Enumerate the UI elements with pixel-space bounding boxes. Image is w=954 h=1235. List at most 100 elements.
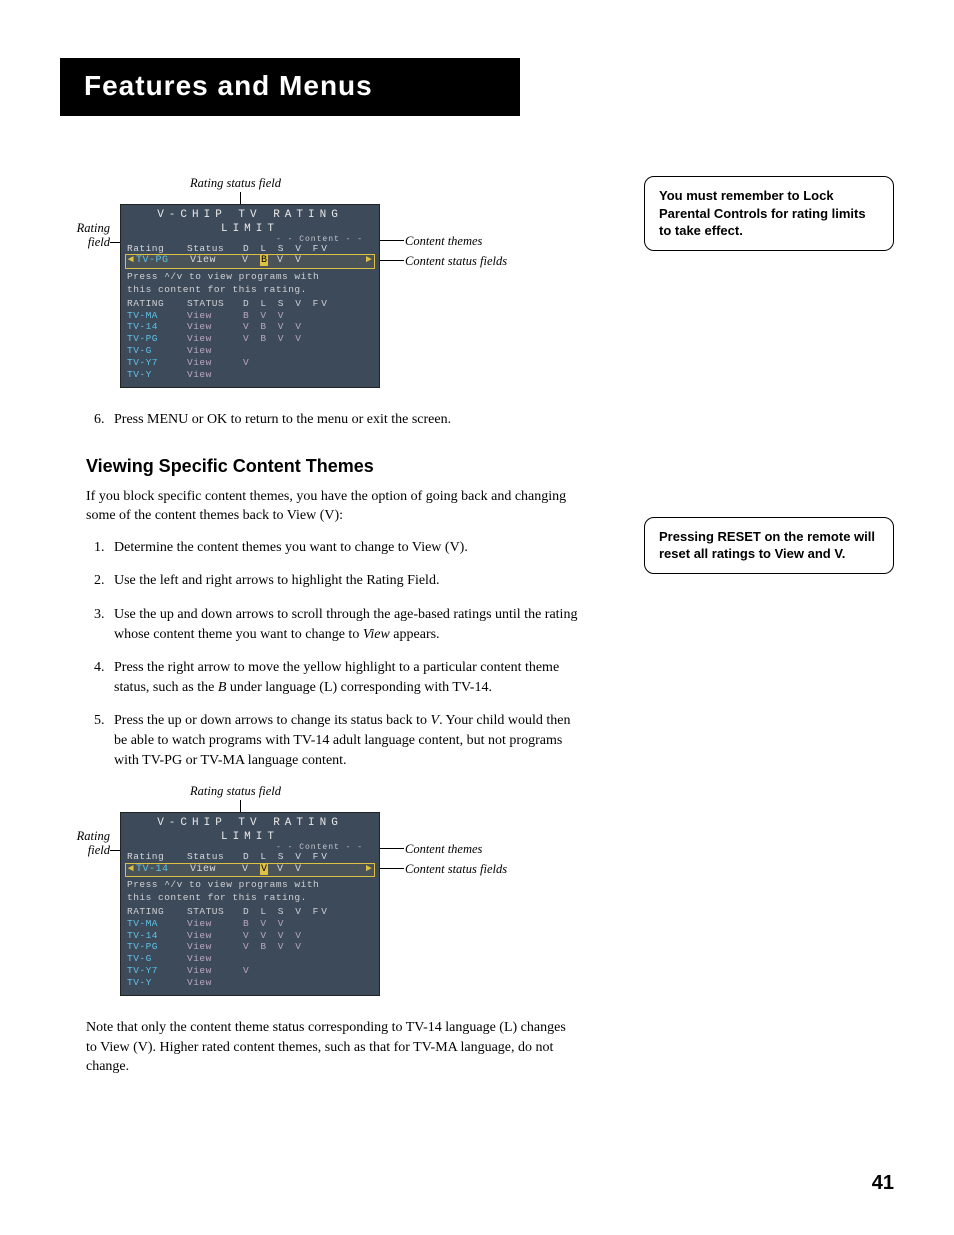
row-values <box>243 977 373 989</box>
vchip-hint-1: Press ^/v to view programs with <box>127 271 373 282</box>
row-status: View <box>187 941 243 953</box>
col-status: Status <box>187 243 243 255</box>
vchip-title: V-CHIP TV RATING LIMIT <box>127 817 373 845</box>
fig2-left-label-2: field <box>50 844 110 858</box>
row-status: View <box>187 953 243 965</box>
sel-status: View <box>190 255 242 268</box>
col-letters: D L S V FV <box>243 243 373 255</box>
fig1-tick-top <box>240 192 241 204</box>
row-values: V B V V <box>243 321 373 333</box>
callout-reset: Pressing RESET on the remote will reset … <box>644 517 894 574</box>
step-6: Press MENU or OK to return to the menu o… <box>108 410 580 430</box>
row-values <box>243 369 373 381</box>
fig2-connector-r1 <box>380 848 404 849</box>
step-6-list: Press MENU or OK to return to the menu o… <box>86 410 580 430</box>
step-5: Press the up or down arrows to change it… <box>108 711 580 770</box>
tbl-h-letters: D L S V FV <box>243 906 373 918</box>
table-row: TV-14ViewV B V V <box>127 321 373 333</box>
figure-1: Rating status field Rating field Content… <box>60 176 580 386</box>
fig2-left-label-1: Rating <box>50 830 110 844</box>
page-title: Features and Menus <box>84 70 373 101</box>
footnote-text: Note that only the content theme status … <box>86 1018 580 1077</box>
vchip-table-header: RATING STATUS D L S V FV <box>127 298 373 310</box>
tbl-h-status: STATUS <box>187 298 243 310</box>
row-status: View <box>187 357 243 369</box>
fig1-left-label-2: field <box>50 236 110 250</box>
row-status: View <box>187 333 243 345</box>
vchip-selected-row: ◄ TV-PG View V B V V ► <box>125 254 375 269</box>
table-row: TV-YView <box>127 977 373 989</box>
table-row: TV-MAView B V V <box>127 918 373 930</box>
row-values: V B V V <box>243 333 373 345</box>
row-status: View <box>187 977 243 989</box>
section-heading: Viewing Specific Content Themes <box>86 456 580 477</box>
sel-status: View <box>190 864 242 877</box>
row-status: View <box>187 321 243 333</box>
row-rating: TV-Y <box>127 369 187 381</box>
fig1-right-label-1: Content themes <box>405 234 482 249</box>
row-values: B V V <box>243 310 373 322</box>
row-rating: TV-PG <box>127 941 187 953</box>
fig1-connector-r1 <box>380 240 404 241</box>
vchip-screen-1: V-CHIP TV RATING LIMIT - - Content - - R… <box>120 204 380 388</box>
table-row: TV-GView <box>127 345 373 357</box>
highlighted-cell: B <box>260 255 268 266</box>
callout-lock: You must remember to Lock Parental Contr… <box>644 176 894 251</box>
step-2: Use the left and right arrows to highlig… <box>108 571 580 591</box>
table-row: TV-14ViewV V V V <box>127 930 373 942</box>
col-status: Status <box>187 851 243 863</box>
vchip-hint-2: this content for this rating. <box>127 892 373 903</box>
row-values: B V V <box>243 918 373 930</box>
vchip-screen-2: V-CHIP TV RATING LIMIT - - Content - - R… <box>120 812 380 996</box>
row-rating: TV-14 <box>127 930 187 942</box>
page-title-bar: Features and Menus <box>60 58 520 116</box>
row-rating: TV-G <box>127 345 187 357</box>
step-1: Determine the content themes you want to… <box>108 538 580 558</box>
right-arrow-icon: ► <box>364 255 374 268</box>
tbl-h-letters: D L S V FV <box>243 298 373 310</box>
row-status: View <box>187 965 243 977</box>
row-rating: TV-MA <box>127 310 187 322</box>
row-values <box>243 345 373 357</box>
table-row: TV-GView <box>127 953 373 965</box>
fig1-left-label-1: Rating <box>50 222 110 236</box>
row-rating: TV-14 <box>127 321 187 333</box>
row-rating: TV-PG <box>127 333 187 345</box>
table-row: TV-YView <box>127 369 373 381</box>
section-intro: If you block specific content themes, yo… <box>86 487 580 526</box>
fig1-right-label-2: Content status fields <box>405 254 507 269</box>
row-values: V V V V <box>243 930 373 942</box>
row-values: V B V V <box>243 941 373 953</box>
left-arrow-icon: ◄ <box>126 255 136 268</box>
vchip-title: V-CHIP TV RATING LIMIT <box>127 209 373 237</box>
row-values <box>243 953 373 965</box>
highlighted-cell: V <box>260 864 268 875</box>
step-4: Press the right arrow to move the yellow… <box>108 658 580 697</box>
main-column: Rating status field Rating field Content… <box>60 176 580 1077</box>
figure-2: Rating status field Rating field Content… <box>60 784 580 994</box>
steps-list: Determine the content themes you want to… <box>86 538 580 770</box>
fig2-right-label-2: Content status fields <box>405 862 507 877</box>
table-row: TV-MAView B V V <box>127 310 373 322</box>
col-rating: Rating <box>127 851 187 863</box>
sel-values: V V V V <box>242 864 364 877</box>
vchip-col-headers: Rating Status D L S V FV <box>127 243 373 255</box>
col-letters: D L S V FV <box>243 851 373 863</box>
side-column: You must remember to Lock Parental Contr… <box>644 176 894 1077</box>
row-status: View <box>187 930 243 942</box>
vchip-col-headers: Rating Status D L S V FV <box>127 851 373 863</box>
row-status: View <box>187 918 243 930</box>
sel-rating: TV-14 <box>136 864 190 877</box>
row-status: View <box>187 310 243 322</box>
row-rating: TV-Y7 <box>127 965 187 977</box>
row-values: V <box>243 965 373 977</box>
fig2-top-caption: Rating status field <box>190 784 580 799</box>
row-rating: TV-MA <box>127 918 187 930</box>
table-row: TV-PGViewV B V V <box>127 941 373 953</box>
right-arrow-icon: ► <box>364 864 374 877</box>
fig2-tick-top <box>240 800 241 812</box>
table-row: TV-Y7View V <box>127 357 373 369</box>
row-status: View <box>187 369 243 381</box>
fig1-top-caption: Rating status field <box>190 176 580 191</box>
vchip-hint-2: this content for this rating. <box>127 284 373 295</box>
